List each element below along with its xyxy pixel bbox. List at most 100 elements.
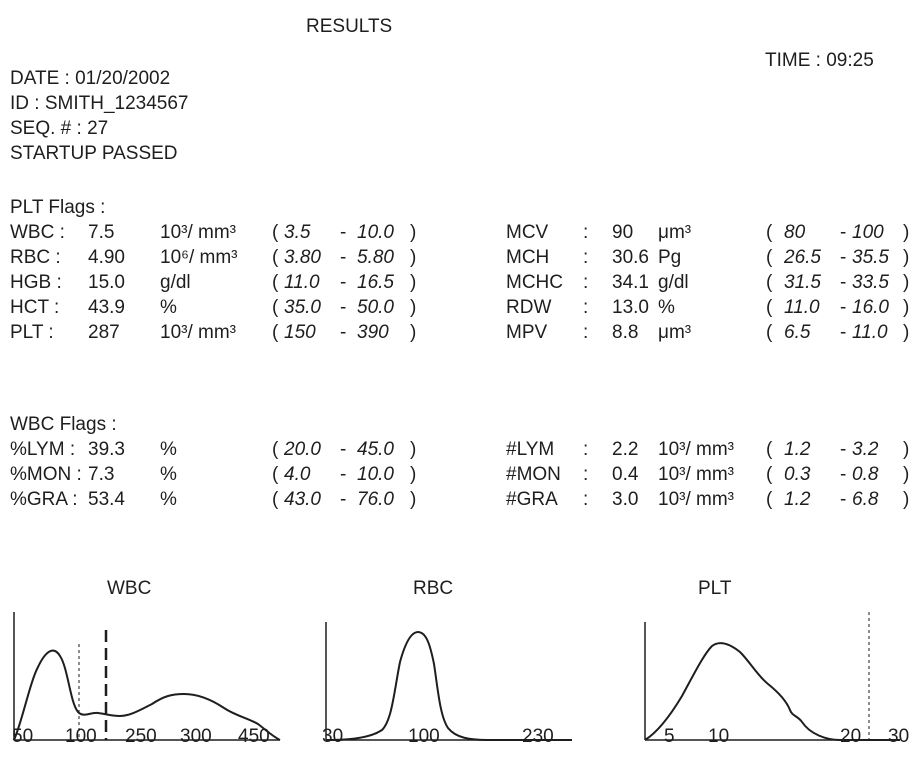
result-close: ) (903, 489, 910, 510)
result-close: ) (410, 222, 417, 243)
result-colon: : (583, 247, 589, 268)
wbc-tick-label: 100 (65, 726, 97, 747)
plt-tick-label: 20 (840, 726, 862, 747)
result-open: ( (766, 322, 773, 343)
result-name: MPV (506, 322, 548, 343)
result-close: ) (903, 222, 910, 243)
result-hi: 390 (357, 322, 389, 343)
result-value: 34.1 (612, 272, 649, 293)
result-hi: 5.80 (357, 247, 394, 268)
result-unit: μm³ (658, 222, 692, 243)
wbc-histogram (13, 612, 281, 741)
result-open: ( (766, 272, 773, 293)
result-open: ( (272, 297, 279, 318)
result-lo: 35.0 (284, 297, 321, 318)
result-name: %LYM : (10, 439, 76, 460)
result-dash: - (340, 322, 347, 343)
result-dash: - (840, 489, 847, 510)
result-hi: 10.0 (357, 222, 394, 243)
wbc-tick-label: 50 (12, 726, 34, 747)
result-colon: : (583, 297, 589, 318)
result-colon: : (583, 222, 589, 243)
result-unit: % (160, 297, 177, 318)
result-value: 13.0 (612, 297, 649, 318)
header-date: DATE : 01/20/2002 (10, 68, 171, 89)
result-dash: - (840, 322, 847, 343)
result-lo: 80 (784, 222, 806, 243)
rbc-tick-label: 30 (322, 726, 344, 747)
result-hi: 6.8 (852, 489, 879, 510)
result-name: MCHC (506, 272, 563, 293)
result-close: ) (903, 272, 910, 293)
result-open: ( (272, 222, 279, 243)
result-open: ( (272, 322, 279, 343)
result-close: ) (410, 439, 417, 460)
result-dash: - (340, 489, 347, 510)
result-name: HCT : (10, 297, 60, 318)
result-close: ) (410, 297, 417, 318)
result-hi: 33.5 (852, 272, 889, 293)
result-value: 8.8 (612, 322, 639, 343)
plt-tick-label: 5 (664, 726, 675, 747)
header-status: STARTUP PASSED (10, 143, 178, 164)
result-open: ( (766, 464, 773, 485)
rbc-tick-label: 100 (408, 726, 440, 747)
plt-histogram (644, 612, 900, 741)
result-lo: 43.0 (284, 489, 321, 510)
result-value: 3.0 (612, 489, 639, 510)
header-seq: SEQ. # : 27 (10, 118, 109, 139)
result-open: ( (272, 464, 279, 485)
result-close: ) (903, 464, 910, 485)
result-unit: 10⁶/ mm³ (160, 247, 238, 268)
result-close: ) (410, 322, 417, 343)
result-name: #LYM (506, 439, 555, 460)
wbc-tick-label: 450 (238, 726, 270, 747)
result-name: RDW (506, 297, 552, 318)
result-unit: 10³/ mm³ (658, 464, 734, 485)
result-lo: 1.2 (784, 489, 811, 510)
result-lo: 31.5 (784, 272, 821, 293)
result-unit: Pg (658, 247, 682, 268)
result-colon: : (583, 322, 589, 343)
result-close: ) (410, 489, 417, 510)
result-lo: 26.5 (784, 247, 821, 268)
result-value: 39.3 (88, 439, 125, 460)
result-dash: - (340, 464, 347, 485)
result-lo: 3.5 (284, 222, 311, 243)
report-title: RESULTS (306, 16, 393, 37)
result-value: 53.4 (88, 489, 125, 510)
result-open: ( (766, 439, 773, 460)
result-dash: - (340, 222, 347, 243)
result-lo: 150 (284, 322, 316, 343)
result-name: HGB : (10, 272, 62, 293)
result-value: 7.3 (88, 464, 115, 485)
result-value: 287 (88, 322, 120, 343)
result-hi: 35.5 (852, 247, 889, 268)
plt-tick-label: 10 (708, 726, 730, 747)
result-lo: 0.3 (784, 464, 811, 485)
rbc-histogram-label: RBC (413, 578, 454, 599)
result-name: PLT : (10, 322, 54, 343)
result-open: ( (766, 222, 773, 243)
plt-flags-label: PLT Flags : (10, 197, 106, 218)
rbc-histogram (325, 622, 572, 741)
result-unit: μm³ (658, 322, 692, 343)
result-unit: % (160, 439, 177, 460)
result-dash: - (840, 272, 847, 293)
result-colon: : (583, 272, 589, 293)
result-hi: 3.2 (852, 439, 879, 460)
result-dash: - (840, 222, 847, 243)
result-lo: 11.0 (784, 297, 820, 318)
result-close: ) (903, 322, 910, 343)
result-name: RBC : (10, 247, 61, 268)
result-unit: 10³/ mm³ (658, 439, 734, 460)
result-hi: 45.0 (357, 439, 394, 460)
header-id: ID : SMITH_1234567 (10, 93, 189, 114)
result-name: MCH (506, 247, 550, 268)
result-unit: g/dl (160, 272, 191, 293)
result-dash: - (840, 464, 847, 485)
result-unit: % (658, 297, 675, 318)
result-dash: - (840, 247, 847, 268)
result-open: ( (272, 489, 279, 510)
result-colon: : (583, 439, 589, 460)
